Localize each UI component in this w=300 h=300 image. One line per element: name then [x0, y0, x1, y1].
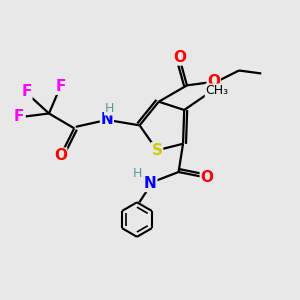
- Text: O: O: [173, 50, 186, 65]
- Text: N: N: [144, 176, 157, 191]
- Text: O: O: [200, 170, 213, 185]
- Text: F: F: [14, 109, 24, 124]
- Text: H: H: [105, 102, 114, 115]
- Text: F: F: [22, 84, 32, 99]
- Text: O: O: [207, 74, 220, 89]
- Text: N: N: [100, 112, 113, 127]
- Text: O: O: [54, 148, 67, 163]
- Text: H: H: [132, 167, 142, 180]
- Text: CH₃: CH₃: [205, 84, 229, 97]
- Text: F: F: [56, 79, 66, 94]
- Text: S: S: [152, 143, 163, 158]
